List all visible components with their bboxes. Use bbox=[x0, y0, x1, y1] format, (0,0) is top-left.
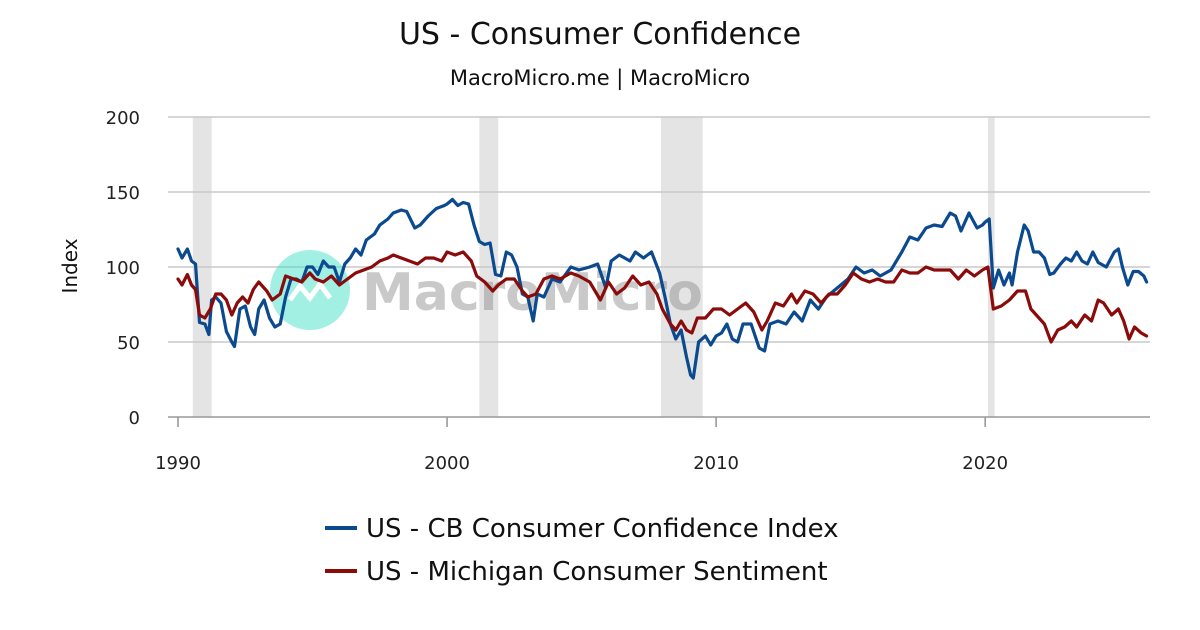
legend-label-1: US - Michigan Consumer Sentiment bbox=[366, 557, 828, 587]
chart-title: US - Consumer Confidence bbox=[399, 17, 801, 52]
x-tick-label-2000: 2000 bbox=[424, 453, 470, 474]
series-line-1 bbox=[176, 250, 1149, 344]
legend: US - CB Consumer Confidence Index US - Mi… bbox=[325, 514, 839, 587]
y-tick-label-150: 150 bbox=[106, 183, 140, 204]
watermark-wave-icon bbox=[287, 279, 333, 303]
y-tick-label-50: 50 bbox=[117, 333, 140, 354]
watermark-logo-icon bbox=[270, 250, 350, 330]
y-axis-title: Index bbox=[58, 238, 82, 293]
series-line-0 bbox=[176, 197, 1149, 380]
chart-subtitle: MacroMicro.me | MacroMicro bbox=[450, 66, 750, 91]
data-series bbox=[176, 197, 1149, 380]
x-axis-ticks: 1990 2000 2010 2020 bbox=[155, 417, 1008, 474]
legend-label-0: US - CB Consumer Confidence Index bbox=[366, 514, 839, 544]
y-tick-label-200: 200 bbox=[106, 108, 140, 129]
x-tick-label-2010: 2010 bbox=[693, 453, 739, 474]
watermark: MacroMicro bbox=[270, 250, 703, 330]
y-tick-label-100: 100 bbox=[106, 258, 140, 279]
x-tick-label-2020: 2020 bbox=[962, 453, 1008, 474]
y-tick-label-0: 0 bbox=[129, 408, 140, 429]
x-tick-label-1990: 1990 bbox=[155, 453, 201, 474]
y-axis-ticks: 0 50 100 150 200 bbox=[106, 108, 140, 429]
